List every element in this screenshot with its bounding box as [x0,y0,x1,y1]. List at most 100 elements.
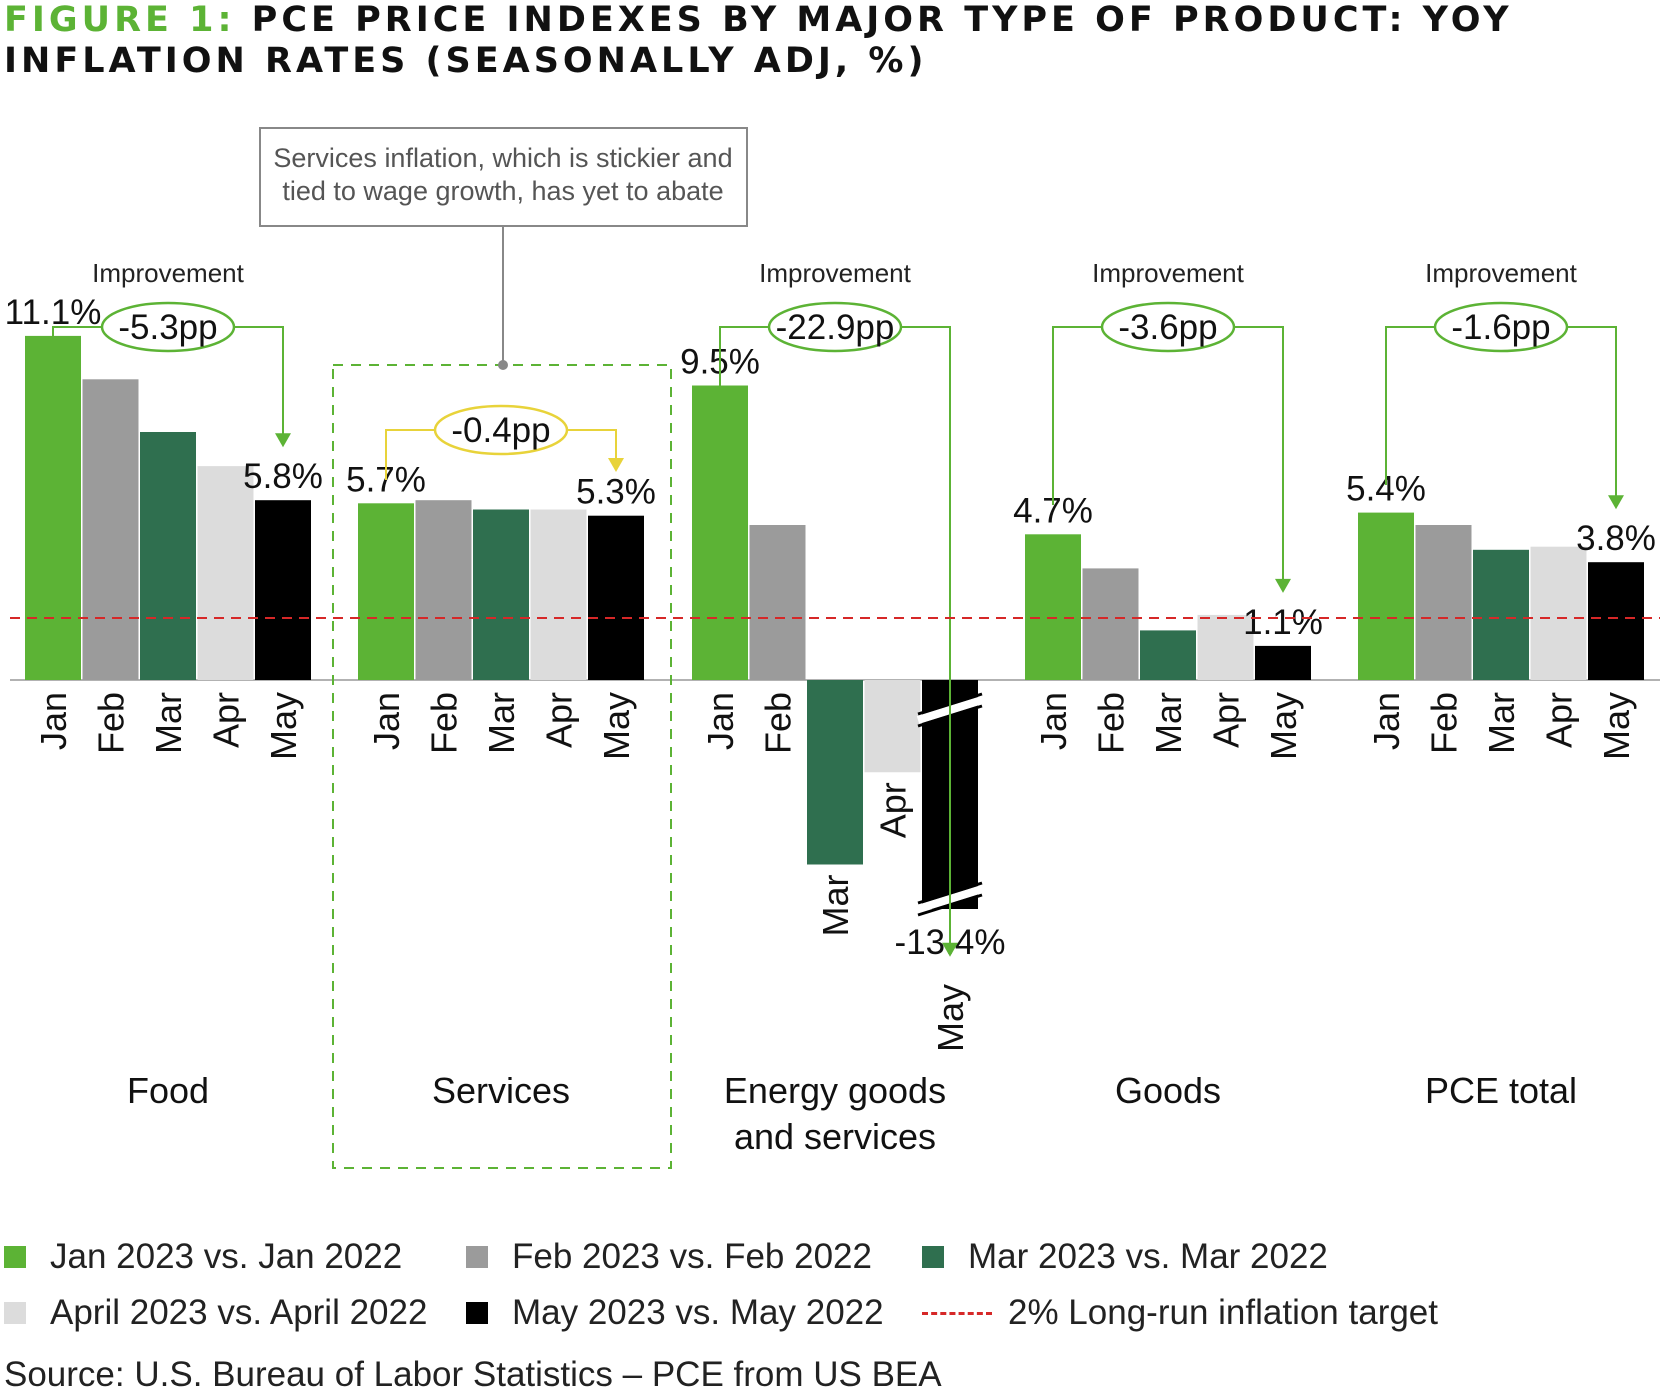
tick-energy-goods-and-services-jan: Jan [700,692,741,750]
bar-food-jan [25,335,81,680]
tick-goods-jan: Jan [1033,692,1074,750]
change-label-energy-goods-and-services: -22.9pp [776,308,895,347]
tick-energy-goods-and-services-apr: Apr [873,782,914,838]
arrowhead-food [275,433,291,448]
bar-energy-goods-and-services-apr [864,680,921,773]
category-label-food: Food [127,1070,209,1111]
figure-number: FIGURE 1: [4,0,236,40]
category-label-energy-goods-and-services: Energy goods [724,1070,946,1111]
change-pill-pce-total [1433,301,1569,353]
tick-pce-total-feb: Feb [1424,692,1465,754]
legend-item-mar: Mar 2023 vs. Mar 2022 [922,1237,1328,1277]
source-note: Source: U.S. Bureau of Labor Statistics … [4,1355,942,1394]
bar-goods-feb [1082,568,1139,680]
legend-label-apr: April 2023 vs. April 2022 [50,1293,428,1332]
bar-services-feb [415,500,472,680]
value-label-pce-total-may: 3.8% [1576,519,1656,558]
bar-goods-apr [1197,614,1254,680]
bar-goods-may [1255,645,1311,680]
legend-label-may: May 2023 vs. May 2022 [512,1293,884,1332]
legend-swatch-target [922,1311,992,1315]
bar-pce-total-mar [1473,549,1529,680]
bar-food-may [255,500,311,680]
legend-swatch-may [466,1302,488,1324]
legend-label-feb: Feb 2023 vs. Feb 2022 [512,1237,872,1276]
legend-label-mar: Mar 2023 vs. Mar 2022 [968,1237,1328,1276]
bar-chart: Jan 11.1% Feb Mar Apr May 5.8% Food -5.3pp Improv… [5,127,1660,1169]
bar-pce-total-apr [1530,546,1587,680]
bar-services-apr [530,509,587,680]
value-label-food-may: 5.8% [243,457,323,496]
change-pill-services [433,404,569,456]
bar-services-may [588,515,644,680]
legend-swatch-jan [4,1246,26,1268]
arrowhead-energy-goods-and-services [942,942,958,957]
category-label-goods: Goods [1115,1070,1221,1111]
legend-label-jan: Jan 2023 vs. Jan 2022 [50,1237,403,1276]
tick-food-jan: Jan [33,692,74,750]
legend-swatch-mar [922,1246,944,1268]
tick-food-may: May [263,692,304,760]
tick-pce-total-apr: Apr [1539,692,1580,748]
callout-box [259,127,748,227]
category-label-services: Services [432,1070,570,1111]
tick-goods-feb: Feb [1091,692,1132,754]
tick-food-mar: Mar [148,692,189,754]
change-pill-food [100,301,236,353]
improvement-note-food: Improvement [92,258,244,288]
legend-item-target: 2% Long-run inflation target [922,1293,1438,1333]
legend-item-apr: April 2023 vs. April 2022 [4,1293,427,1333]
arrowhead-pce-total [1608,495,1624,510]
legend-item-jan: Jan 2023 vs. Jan 2022 [4,1237,402,1277]
tick-services-apr: Apr [539,692,580,748]
improvement-note-pce-total: Improvement [1425,258,1577,288]
change-pill-goods [1100,301,1236,353]
tick-energy-goods-and-services-feb: Feb [758,692,799,754]
bar-energy-goods-and-services-feb [749,525,806,680]
bar-services-mar [473,509,529,680]
legend-swatch-feb [466,1246,488,1268]
tick-services-jan: Jan [366,692,407,750]
legend-swatch-apr [4,1302,26,1324]
change-label-food: -5.3pp [118,308,217,347]
change-label-pce-total: -1.6pp [1451,308,1550,347]
legend: Jan 2023 vs. Jan 2022 Feb 2023 vs. Feb 2… [0,1220,1667,1340]
tick-services-mar: Mar [481,692,522,754]
bar-energy-goods-and-services-mar [807,680,863,865]
value-label-goods-may: 1.1% [1243,603,1323,642]
chart-title: FIGURE 1: PCE PRICE INDEXES BY MAJOR TYP… [4,0,1664,82]
callout-text-line2: tied to wage growth, has yet to abate [282,176,723,206]
bar-pce-total-may [1588,562,1644,680]
tick-goods-may: May [1263,692,1304,760]
bar-food-feb [82,379,139,680]
value-label-services-may: 5.3% [576,473,656,512]
bar-goods-jan [1025,534,1081,680]
figure-title-text: PCE PRICE INDEXES BY MAJOR TYPE OF PRODU… [4,0,1513,81]
callout-connector-dot [498,360,508,370]
arrowhead-services [608,458,624,472]
bar-goods-mar [1140,630,1196,680]
value-label-food-jan: 11.1% [5,293,102,332]
bar-food-mar [140,432,196,680]
tick-food-feb: Feb [91,692,132,754]
legend-item-may: May 2023 vs. May 2022 [466,1293,884,1333]
callout-text-line1: Services inflation, which is stickier an… [273,143,732,173]
tick-pce-total-may: May [1596,692,1637,760]
category-label-energy-goods-and-services-line2: and services [734,1116,936,1157]
tick-energy-goods-and-services-may: May [930,984,971,1052]
improvement-bracket-goods [1052,326,1284,583]
category-label-pce-total: PCE total [1425,1070,1577,1111]
tick-pce-total-mar: Mar [1481,692,1522,754]
bar-pce-total-feb [1415,525,1472,680]
arrowhead-goods [1275,578,1291,593]
tick-energy-goods-and-services-mar: Mar [815,874,856,936]
bar-energy-goods-and-services-jan [692,385,748,680]
change-pill-energy-goods-and-services [767,301,903,353]
improvement-note-goods: Improvement [1092,258,1244,288]
change-label-services: -0.4pp [451,411,550,450]
tick-goods-mar: Mar [1148,692,1189,754]
legend-item-feb: Feb 2023 vs. Feb 2022 [466,1237,872,1277]
tick-goods-apr: Apr [1206,692,1247,748]
change-label-goods: -3.6pp [1118,308,1217,347]
bar-food-apr [197,466,254,680]
